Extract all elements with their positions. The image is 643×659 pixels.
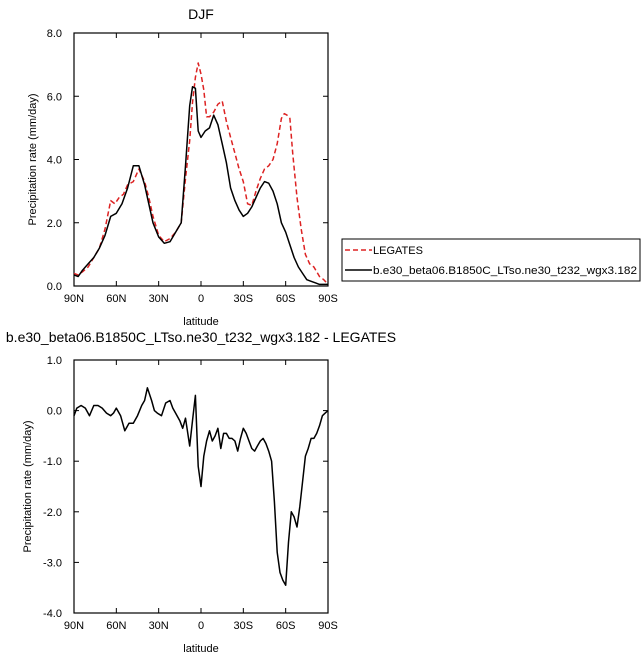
chart-title: b.e30_beta06.B1850C_LTso.ne30_t232_wgx3.… [6,329,396,345]
x-tick-label: 60N [106,293,126,305]
y-tick-label: 6.0 [47,91,62,103]
x-tick-label: 60S [276,293,296,305]
y-tick-label: 8.0 [47,28,62,40]
series-line-model [73,387,329,586]
x-axis-ticks: 90N 60N 30N 0 30S 60S 90S [64,33,338,305]
y-tick-label: 0.0 [47,281,62,293]
y-axis-ticks: 0.0 2.0 4.0 6.0 8.0 [47,28,328,293]
x-tick-label: 0 [198,620,204,632]
x-tick-label: 90N [64,620,84,632]
panel-top: DJF 90N 60N 30N 0 30S 60S 90S 0.02.04.06.08.0 … [27,6,338,328]
legend-label-model: b.e30_beta06.B1850C_LTso.ne30_t232_wgx3.… [373,265,637,277]
x-tick-label: 60S [276,620,296,632]
y-tick-label: 4.0 [47,155,62,167]
x-tick-label: 0 [198,293,204,305]
y-tick-label: -4.0 [43,608,62,620]
x-tick-label: 30S [234,293,254,305]
y-tick-label: 0.0 [47,406,62,418]
legend: LEGATES b.e30_beta06.B1850C_LTso.ne30_t2… [341,238,641,282]
y-axis-label: Precipitation rate (mm/day) [22,420,34,552]
legend-box [341,238,641,282]
y-tick-label: 1.0 [47,355,62,367]
x-tick-label: 90S [318,293,338,305]
series-lines [73,62,329,286]
x-tick-label: 90N [64,293,84,305]
series-line-legates [73,62,329,285]
y-tick-label: -1.0 [43,456,62,468]
chart-title: DJF [188,6,214,22]
x-tick-label: 30N [149,293,169,305]
y-tick-label: -3.0 [43,557,62,569]
y-axis-label: Precipitation rate (mm/day) [27,93,39,225]
x-axis-label: latitude [183,316,218,328]
series-lines [73,387,329,586]
y-axis-ticks: -4.0 -3.0 -2.0 -1.0 0.0 1.0 [43,355,328,620]
y-tick-label: -2.0 [43,507,62,519]
x-tick-label: 60N [106,620,126,632]
x-tick-label: 90S [318,620,338,632]
y-tick-label: 2.0 [47,218,62,230]
plot-frame [73,32,329,287]
legend-label-legates: LEGATES [373,245,423,257]
x-tick-label: 30S [234,620,254,632]
panel-bottom: b.e30_beta06.B1850C_LTso.ne30_t232_wgx3.… [6,329,396,655]
series-line-model [73,86,328,286]
x-axis-label: latitude [183,643,218,655]
x-tick-label: 30N [149,620,169,632]
x-axis-ticks: 90N 60N 30N 0 30S 60S 90S [64,360,338,632]
